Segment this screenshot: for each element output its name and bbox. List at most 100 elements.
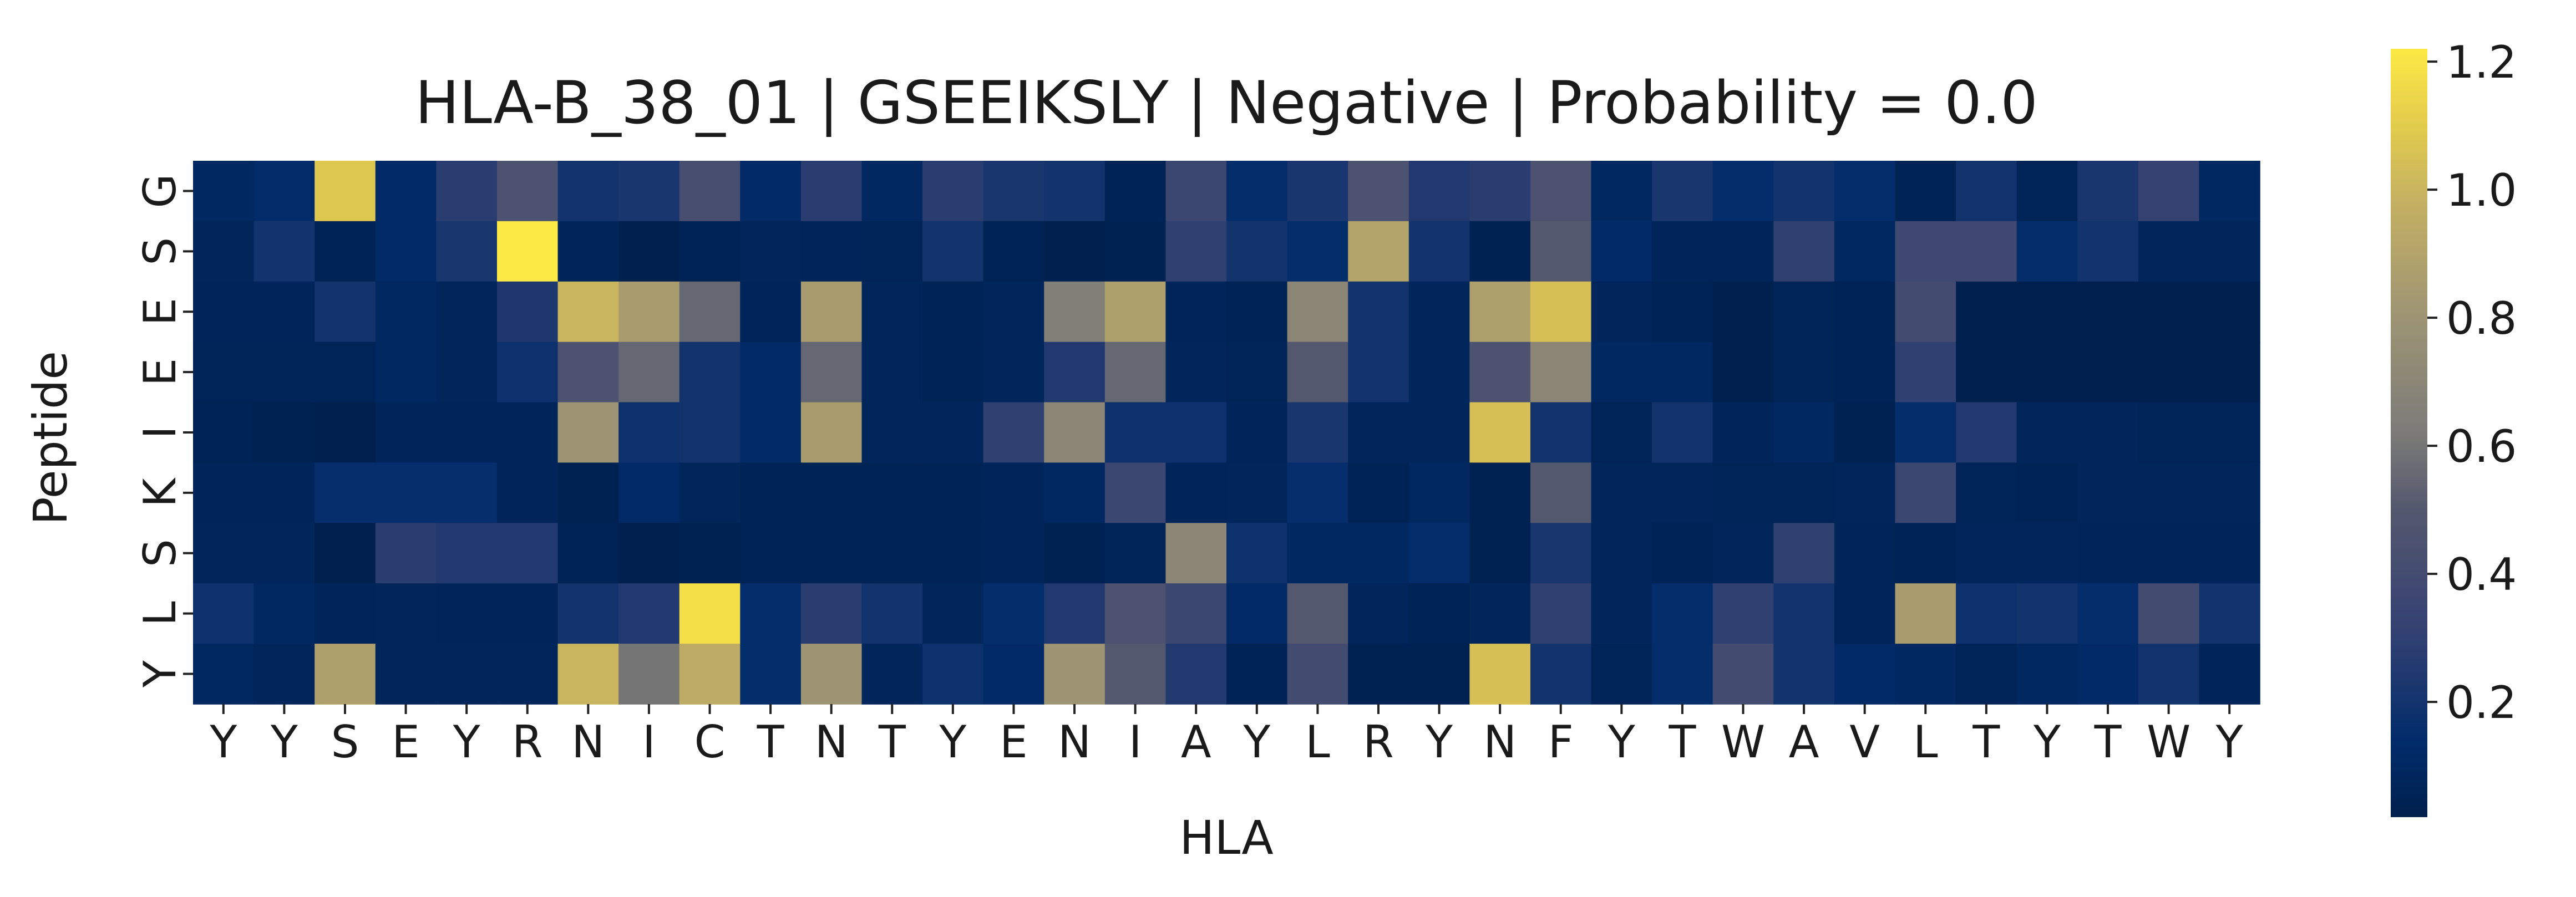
heatmap-cell xyxy=(1652,161,1713,222)
colorbar-tick-label: 0.4 xyxy=(2446,549,2517,600)
heatmap-cell xyxy=(2138,281,2200,343)
heatmap-cell xyxy=(193,161,255,222)
heatmap-cell xyxy=(1712,161,1774,222)
heatmap-cell xyxy=(800,281,863,343)
heatmap-cell xyxy=(315,281,376,343)
heatmap-cell xyxy=(1895,644,1956,705)
heatmap-cell xyxy=(1469,583,1531,644)
heatmap-cell xyxy=(1895,161,1956,222)
heatmap-cell xyxy=(1956,342,2017,403)
heatmap-cell xyxy=(253,342,315,403)
heatmap-cell xyxy=(861,342,923,403)
heatmap-cell xyxy=(618,281,680,343)
y-tick-label: K xyxy=(134,477,186,507)
heatmap-cell xyxy=(1834,342,1896,403)
heatmap-cells xyxy=(193,161,2260,705)
heatmap-cell xyxy=(679,161,741,222)
colorbar-tick-label: 0.6 xyxy=(2446,421,2517,472)
heatmap-cell xyxy=(1652,583,1713,644)
heatmap-cell xyxy=(618,644,680,705)
heatmap-cell xyxy=(557,281,619,343)
chart-title: HLA-B_38_01 | GSEEIKSLY | Negative | Pro… xyxy=(415,69,2038,137)
y-tick-label: E xyxy=(134,358,186,386)
heatmap-cell xyxy=(1104,523,1167,584)
heatmap-cell xyxy=(496,583,559,644)
heatmap-cell xyxy=(193,583,255,644)
x-tick-label: T xyxy=(1972,716,2000,768)
heatmap-cell xyxy=(1591,221,1652,282)
heatmap-cell xyxy=(1469,161,1531,222)
heatmap-cell xyxy=(1165,281,1227,343)
x-tick-label: Y xyxy=(2033,716,2061,768)
x-tick-label: F xyxy=(1548,716,1574,768)
heatmap-cell xyxy=(1895,523,1956,584)
heatmap-cell xyxy=(1408,583,1470,644)
heatmap-cell xyxy=(740,402,802,463)
heatmap-cell xyxy=(740,221,802,282)
x-tick-label: Y xyxy=(1425,716,1453,768)
heatmap-cell xyxy=(1530,523,1592,584)
heatmap-cell xyxy=(1226,583,1288,644)
heatmap-cell xyxy=(436,161,498,222)
heatmap-cell xyxy=(800,644,863,705)
heatmap-cell xyxy=(1530,342,1592,403)
heatmap-cell xyxy=(1773,402,1835,463)
heatmap-cell xyxy=(1530,462,1592,524)
heatmap-cell xyxy=(2016,402,2078,463)
heatmap-cell xyxy=(1408,161,1470,222)
heatmap-cell xyxy=(2138,523,2200,584)
x-tick-label: N xyxy=(815,716,848,768)
heatmap-cell xyxy=(618,523,680,584)
heatmap-cell xyxy=(1226,402,1288,463)
heatmap-cell xyxy=(315,523,376,584)
heatmap-cell xyxy=(983,644,1045,705)
heatmap-cell xyxy=(315,342,376,403)
heatmap-cell xyxy=(315,462,376,524)
heatmap-cell xyxy=(1104,644,1167,705)
x-tick-label: N xyxy=(1058,716,1091,768)
heatmap-cell xyxy=(1165,583,1227,644)
heatmap-cell xyxy=(1834,523,1896,584)
heatmap-cell xyxy=(1226,221,1288,282)
heatmap-cell xyxy=(1408,281,1470,343)
heatmap-cell xyxy=(618,462,680,524)
heatmap-cell xyxy=(1287,281,1348,343)
heatmap-cell xyxy=(1348,644,1409,705)
heatmap-cell xyxy=(557,583,619,644)
heatmap-cell xyxy=(1165,161,1227,222)
heatmap-cell xyxy=(1773,523,1835,584)
heatmap-cell xyxy=(1834,402,1896,463)
heatmap-cell xyxy=(618,221,680,282)
heatmap-cell xyxy=(1408,523,1470,584)
heatmap-cell xyxy=(2016,221,2078,282)
heatmap-cell xyxy=(1895,221,1956,282)
heatmap-cell xyxy=(1834,644,1896,705)
heatmap-cell xyxy=(800,221,863,282)
x-tick-label: R xyxy=(1363,716,1394,768)
colorbar-tick-label: 1.2 xyxy=(2446,37,2517,88)
heatmap-cell xyxy=(740,523,802,584)
colorbar: 0.2 0.4 0.6 0.8 1.0 1.2 xyxy=(2391,37,2517,817)
heatmap-cell xyxy=(1408,221,1470,282)
heatmap-cell xyxy=(983,342,1045,403)
heatmap-cell xyxy=(1226,644,1288,705)
y-axis-label: Peptide xyxy=(23,351,78,525)
heatmap-cell xyxy=(1895,281,1956,343)
heatmap-cell xyxy=(983,583,1045,644)
heatmap-cell xyxy=(193,644,255,705)
heatmap-cell xyxy=(1530,221,1592,282)
heatmap-cell xyxy=(2016,281,2078,343)
heatmap-cell xyxy=(193,221,255,282)
heatmap-cell xyxy=(1773,644,1835,705)
heatmap-cell xyxy=(740,644,802,705)
heatmap-cell xyxy=(375,342,437,403)
heatmap-cell xyxy=(1773,583,1835,644)
heatmap-cell xyxy=(679,644,741,705)
x-tick-label: L xyxy=(1913,716,1938,768)
heatmap-cell xyxy=(253,583,315,644)
heatmap-cell xyxy=(2138,462,2200,524)
heatmap-cell xyxy=(2077,462,2139,524)
y-tick-label: S xyxy=(134,539,186,567)
heatmap-cell xyxy=(1104,402,1167,463)
